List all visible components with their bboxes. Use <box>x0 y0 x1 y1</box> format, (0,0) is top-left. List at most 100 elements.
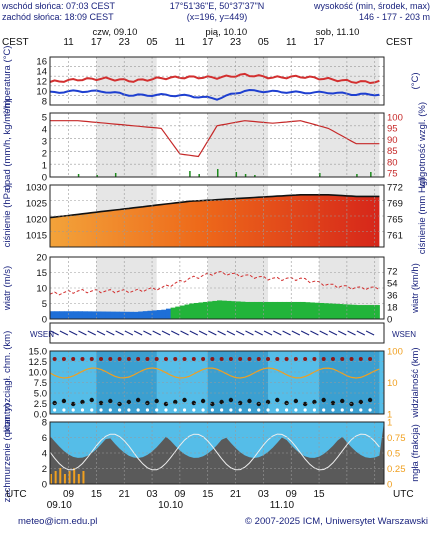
wind-speed-bar <box>82 311 88 319</box>
y-tick-label: 12 <box>36 77 47 88</box>
axis-label: wilgotność wzgl. (%) <box>417 102 428 189</box>
visibility-dot <box>117 408 122 412</box>
hour-tick-label: 23 <box>230 37 242 48</box>
y-tick-label-right: 10 <box>387 378 398 389</box>
visibility-dot <box>182 408 187 412</box>
visibility-dot <box>145 408 150 412</box>
axis-label: temperatura (°C) <box>2 46 13 117</box>
footer-copyright: © 2007-2025 ICM, Uniwersytet Warszawski <box>245 516 428 527</box>
axis-label: pion. rozciągł. chm. (km) <box>2 331 13 434</box>
visibility-dot <box>99 408 103 412</box>
wind-speed-bar <box>217 300 223 319</box>
wind-arrow <box>161 330 171 336</box>
cloud-top-dot <box>228 357 233 361</box>
day-label: czw, 09.10 <box>92 27 137 38</box>
wind-speed-bar <box>68 311 74 319</box>
wind-speed-bar <box>152 310 158 319</box>
cloud-top-dot <box>340 357 345 361</box>
y-tick-label: 2 <box>42 464 47 475</box>
y-tick-label: 3 <box>42 137 47 148</box>
wind-speed-bar <box>268 301 274 319</box>
wind-arrow <box>198 330 208 336</box>
wind-arrow <box>78 330 87 336</box>
visibility-dot <box>331 408 335 412</box>
y-tick-label: 1 <box>42 161 47 172</box>
visibility-dot <box>359 408 363 412</box>
wind-direction-frame <box>49 322 385 344</box>
y-tick-label-right: 72 <box>387 267 398 278</box>
y-tick-label: 8 <box>42 418 47 429</box>
y-tick-label: 12.5 <box>29 357 48 368</box>
cloud-top-dot <box>321 357 326 361</box>
cloud-top-dot <box>71 357 76 361</box>
cloud-base-dot <box>163 401 169 407</box>
y-tick-label-right: 18 <box>387 303 398 314</box>
axis-label: mgła (frakcja) <box>410 424 421 482</box>
y-tick-label: 10 <box>36 284 47 295</box>
wind-speed-bar <box>263 301 269 319</box>
cloud-base-dot <box>126 399 132 405</box>
y-tick-label-right: 1 <box>387 410 392 421</box>
wind-arrow <box>115 330 124 336</box>
cloud-top-dot <box>238 357 243 361</box>
wind-speed-bar <box>291 301 297 319</box>
precip-bar <box>356 174 358 177</box>
hour-tick-label: 11 <box>286 37 297 48</box>
wind-speed-bar <box>96 311 102 319</box>
utc-hour-label: 15 <box>91 489 103 500</box>
axis-label: widzialność (km) <box>410 347 421 418</box>
wind-speed-bar <box>365 305 371 319</box>
cloud-top-dot <box>358 357 363 361</box>
wind-speed-bar <box>254 301 260 319</box>
cloud-top-dot <box>61 357 66 361</box>
clear-sky-area <box>50 422 384 458</box>
visibility-line <box>49 367 380 379</box>
fog-bar <box>82 471 85 484</box>
pressure-area <box>50 194 380 247</box>
panel-frame <box>49 56 385 106</box>
y-tick-label: 4 <box>42 125 47 136</box>
y-tick-label-right: 1 <box>387 418 392 429</box>
wind-speed-bar <box>342 304 348 319</box>
utc-hour-label: 09 <box>286 489 298 500</box>
cloud-base-dot <box>330 400 336 406</box>
fog-bar <box>68 471 71 484</box>
wind-speed-bar <box>351 304 357 319</box>
cloud-top-dot <box>312 357 317 361</box>
wind-speed-bar <box>360 305 366 319</box>
footer-email[interactable]: meteo@icm.edu.pl <box>18 516 97 527</box>
grid-text: (x=196, y=449) <box>187 12 248 22</box>
wind-speed-bar <box>356 305 362 319</box>
wind-arrow <box>338 330 347 336</box>
y-tick-label-right: 90 <box>387 135 398 146</box>
y-tick-label: 0 <box>42 173 47 184</box>
temperature-series-line <box>49 88 380 101</box>
tz-right: CEST <box>386 37 413 48</box>
wind-speed-bar <box>235 301 241 319</box>
cloud-top-dot <box>145 357 150 361</box>
wind-arrow <box>87 330 96 336</box>
cloud-top-dot <box>108 357 113 361</box>
cloud-top-dot <box>330 357 335 361</box>
visibility-dot <box>108 408 112 412</box>
wind-speed-bar <box>77 311 83 319</box>
y-tick-label: 0 <box>42 315 47 326</box>
wind-speed-bar <box>138 311 144 319</box>
cloud-top-dot <box>368 357 373 361</box>
wind-speed-bar <box>346 304 353 319</box>
y-tick-label: 2 <box>42 149 47 160</box>
night-band <box>207 113 269 177</box>
wind-speed-bar <box>124 311 130 319</box>
wind-arrow <box>106 330 115 336</box>
wind-arrow <box>291 330 301 336</box>
utc-hour-label: 03 <box>146 489 158 500</box>
cloud-base-dot <box>173 399 178 405</box>
y-tick-label-right: 0.5 <box>387 449 400 460</box>
cloud-top-dot <box>210 357 215 361</box>
wind-speed-bar <box>54 311 60 319</box>
humidity-line <box>50 120 380 158</box>
wind-speed-bar <box>73 311 79 319</box>
cloud-top-dot <box>163 357 168 361</box>
cloud-base-dot <box>275 397 280 403</box>
